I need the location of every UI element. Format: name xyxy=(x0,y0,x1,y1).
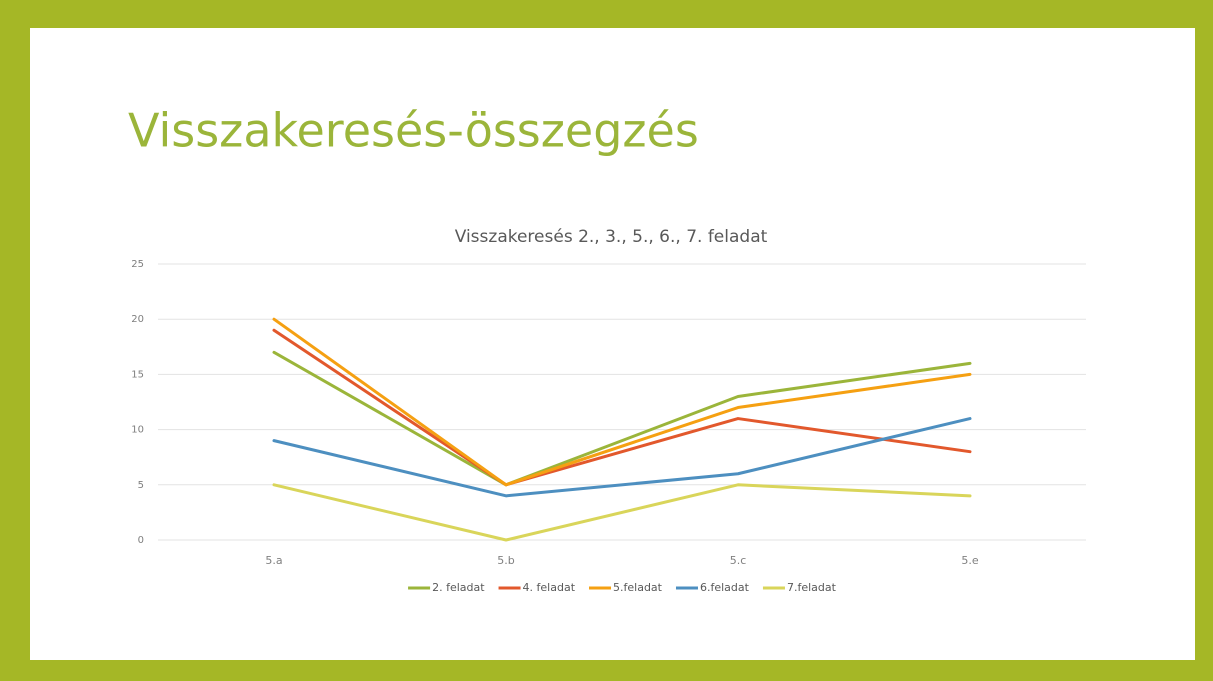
legend-label: 4. feladat xyxy=(523,581,576,594)
slide-body xyxy=(30,28,1195,660)
slide-title: Visszakeresés-összegzés xyxy=(128,104,699,158)
series-line xyxy=(272,317,972,487)
x-tick-label: 5.b xyxy=(497,554,514,567)
legend-label: 6.feladat xyxy=(700,581,750,594)
y-tick-label: 25 xyxy=(131,259,144,270)
y-tick-label: 15 xyxy=(131,369,144,380)
series-line xyxy=(272,328,972,487)
x-tick-label: 5.e xyxy=(961,554,978,567)
series-line xyxy=(272,483,972,542)
series-line xyxy=(272,350,972,487)
y-tick-label: 10 xyxy=(131,425,144,436)
series-line xyxy=(272,417,972,498)
y-tick-label: 20 xyxy=(131,314,144,325)
legend-label: 7.feladat xyxy=(787,581,837,594)
y-tick-label: 0 xyxy=(138,535,144,546)
y-tick-label: 5 xyxy=(138,480,144,491)
chart-title: Visszakeresés 2., 3., 5., 6., 7. feladat xyxy=(455,227,768,247)
legend-label: 5.feladat xyxy=(613,581,663,594)
x-tick-label: 5.c xyxy=(730,554,747,567)
legend-label: 2. feladat xyxy=(432,581,485,594)
x-tick-label: 5.a xyxy=(265,554,282,567)
